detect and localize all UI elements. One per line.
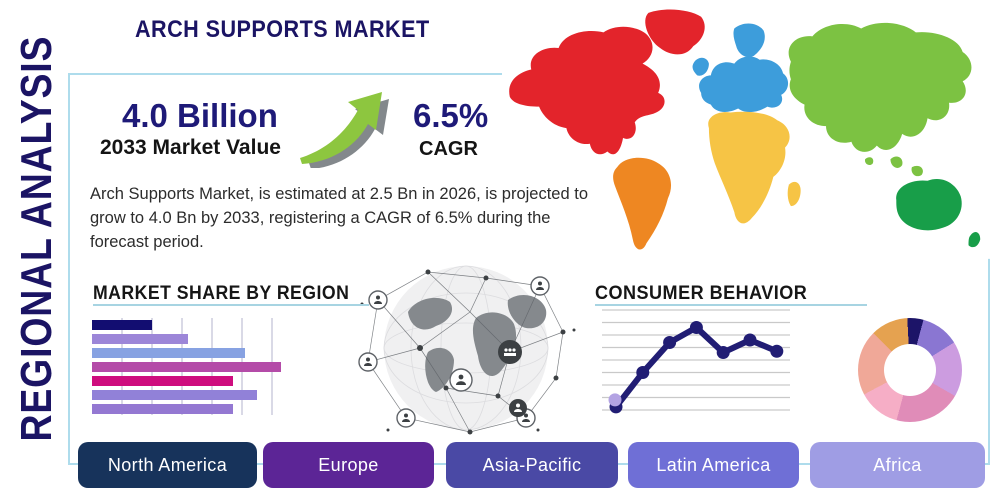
sidebar-vertical-title: REGIONAL ANALYSIS bbox=[12, 35, 61, 442]
cagr-stat: 6.5% bbox=[413, 97, 489, 134]
consumer-behavior-underline bbox=[595, 304, 867, 306]
region-button-latin-america[interactable]: Latin America bbox=[628, 442, 799, 488]
region-button-africa[interactable]: Africa bbox=[810, 442, 985, 488]
network-user-nodes bbox=[358, 276, 550, 428]
market-value-label: 2033 Market Value bbox=[100, 136, 281, 159]
market-value-stat: 4.0 Billion bbox=[122, 97, 278, 134]
continent-europe bbox=[699, 56, 789, 113]
globe-network-icon bbox=[358, 260, 580, 438]
region-button-asia-pacific[interactable]: Asia-Pacific bbox=[446, 442, 618, 488]
continent-south-america bbox=[613, 157, 672, 250]
consumer-behavior-line-chart bbox=[602, 309, 790, 414]
world-map bbox=[502, 0, 990, 262]
continent-africa bbox=[708, 111, 790, 224]
cagr-label: CAGR bbox=[419, 138, 478, 160]
market-description: Arch Supports Market, is estimated at 2.… bbox=[90, 185, 589, 251]
bar-region-4 bbox=[92, 376, 233, 386]
growth-arrow-body bbox=[300, 92, 382, 164]
market-share-underline bbox=[93, 304, 369, 306]
bar-region-0 bbox=[92, 320, 152, 330]
bar-region-3 bbox=[92, 362, 281, 372]
continent-north-america bbox=[509, 26, 665, 155]
island-new-zealand bbox=[968, 232, 981, 248]
bar-region-5 bbox=[92, 390, 257, 400]
region-button-europe[interactable]: Europe bbox=[263, 442, 434, 488]
continent-asia bbox=[788, 22, 972, 152]
continent-greenland bbox=[645, 9, 705, 55]
continent-australia bbox=[896, 179, 962, 231]
network-dots bbox=[360, 269, 576, 435]
page-title: ARCH SUPPORTS MARKET bbox=[135, 16, 430, 43]
island-madagascar bbox=[787, 181, 801, 207]
bar-region-1 bbox=[92, 334, 188, 344]
region-donut-chart bbox=[858, 318, 962, 422]
islands-southeast-asia bbox=[864, 156, 923, 177]
growth-arrow-icon bbox=[296, 84, 394, 169]
continent-scandinavia bbox=[733, 23, 765, 58]
bar-region-6 bbox=[92, 404, 233, 414]
region-button-north-america[interactable]: North America bbox=[78, 442, 257, 488]
continent-uk bbox=[692, 57, 709, 76]
market-share-bar-chart bbox=[92, 318, 384, 415]
bar-region-2 bbox=[92, 348, 245, 358]
consumer-behavior-section-title: CONSUMER BEHAVIOR bbox=[595, 283, 808, 304]
market-share-section-title: MARKET SHARE BY REGION bbox=[93, 283, 350, 304]
